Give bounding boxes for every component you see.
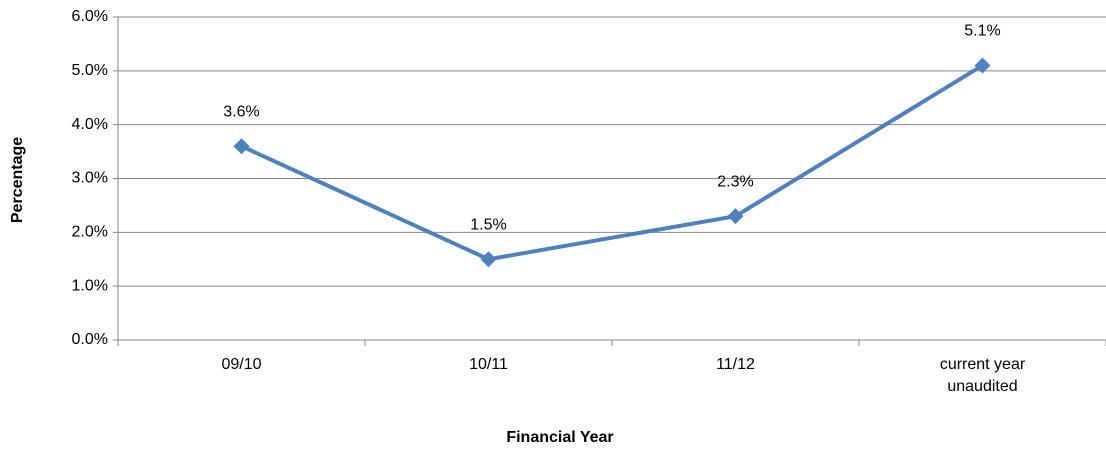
y-tick-label: 3.0% xyxy=(72,170,108,187)
x-tick-label: current year unaudited xyxy=(939,356,1026,395)
data-label: 2.3% xyxy=(717,173,753,190)
x-axis-title: Financial Year xyxy=(506,429,613,446)
marker xyxy=(233,138,250,155)
y-axis-title: Percentage xyxy=(9,137,26,223)
marker xyxy=(727,208,744,225)
data-label: 1.5% xyxy=(470,216,506,233)
x-tick-label: 11/12 xyxy=(716,356,755,373)
y-tick-label: 0.0% xyxy=(72,331,108,348)
data-label: 3.6% xyxy=(223,103,259,120)
y-tick-label: 5.0% xyxy=(72,62,108,79)
y-tick-label: 1.0% xyxy=(72,277,108,294)
y-tick-label: 2.0% xyxy=(72,224,108,241)
y-tick-label: 6.0% xyxy=(72,8,108,25)
marker xyxy=(974,57,991,74)
data-label: 5.1% xyxy=(964,23,1000,40)
line xyxy=(240,63,984,262)
y-tick-label: 4.0% xyxy=(72,116,108,133)
x-tick-label: 09/10 xyxy=(221,356,262,373)
marker xyxy=(480,251,497,268)
x-tick-label: 10/11 xyxy=(469,356,508,373)
